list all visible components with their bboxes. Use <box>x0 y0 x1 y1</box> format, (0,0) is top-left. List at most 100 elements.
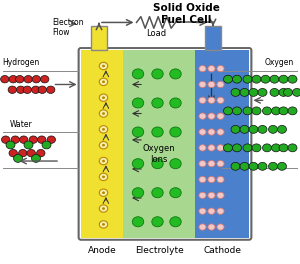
Circle shape <box>102 191 105 194</box>
Circle shape <box>99 110 108 117</box>
Circle shape <box>258 88 267 96</box>
Circle shape <box>261 75 270 83</box>
Circle shape <box>208 145 215 151</box>
Circle shape <box>152 98 163 108</box>
Circle shape <box>99 126 108 133</box>
Bar <box>91 26 107 50</box>
Circle shape <box>102 176 105 178</box>
Circle shape <box>268 125 278 133</box>
Circle shape <box>278 162 286 170</box>
Circle shape <box>32 86 40 93</box>
Circle shape <box>262 144 272 152</box>
Circle shape <box>132 217 144 227</box>
Circle shape <box>102 128 105 131</box>
Circle shape <box>152 188 163 198</box>
Circle shape <box>232 107 242 115</box>
Circle shape <box>199 161 206 167</box>
Circle shape <box>232 75 242 83</box>
Circle shape <box>132 69 144 79</box>
Circle shape <box>199 192 206 199</box>
Circle shape <box>252 144 261 152</box>
Circle shape <box>217 145 224 151</box>
Circle shape <box>224 144 232 152</box>
Circle shape <box>231 162 240 170</box>
Circle shape <box>32 76 41 83</box>
Circle shape <box>170 217 181 227</box>
Circle shape <box>152 69 163 79</box>
Circle shape <box>99 205 108 212</box>
Circle shape <box>102 207 105 210</box>
Circle shape <box>99 221 108 228</box>
Circle shape <box>231 125 240 133</box>
Circle shape <box>284 88 292 96</box>
Circle shape <box>20 136 28 143</box>
Circle shape <box>132 159 144 169</box>
Text: Electrolyte: Electrolyte <box>135 246 183 254</box>
Circle shape <box>99 173 108 181</box>
Circle shape <box>99 78 108 86</box>
Circle shape <box>11 136 20 143</box>
Circle shape <box>102 96 105 99</box>
Text: Electron
Flow: Electron Flow <box>52 18 84 37</box>
Circle shape <box>40 76 49 83</box>
Circle shape <box>249 88 258 96</box>
Circle shape <box>217 129 224 135</box>
Circle shape <box>199 224 206 230</box>
Circle shape <box>217 161 224 167</box>
Circle shape <box>217 113 224 119</box>
Text: Oxygen: Oxygen <box>264 58 294 67</box>
Circle shape <box>170 188 181 198</box>
Circle shape <box>208 129 215 135</box>
Circle shape <box>99 157 108 165</box>
Circle shape <box>279 88 288 96</box>
Text: Load: Load <box>146 29 166 38</box>
Circle shape <box>102 160 105 162</box>
Circle shape <box>231 88 240 96</box>
Circle shape <box>240 162 249 170</box>
Text: Cathode: Cathode <box>203 246 241 254</box>
Circle shape <box>9 76 17 83</box>
Circle shape <box>23 86 32 93</box>
Circle shape <box>270 88 279 96</box>
Circle shape <box>243 144 252 152</box>
Circle shape <box>152 217 163 227</box>
Circle shape <box>199 113 206 119</box>
Circle shape <box>199 81 206 88</box>
Circle shape <box>199 208 206 214</box>
Circle shape <box>102 65 105 67</box>
Circle shape <box>47 136 56 143</box>
Circle shape <box>217 192 224 199</box>
Circle shape <box>46 86 55 93</box>
Circle shape <box>132 127 144 137</box>
Circle shape <box>170 159 181 169</box>
Circle shape <box>38 86 46 93</box>
Circle shape <box>208 224 215 230</box>
Circle shape <box>258 125 267 133</box>
Circle shape <box>249 125 258 133</box>
Circle shape <box>217 208 224 214</box>
Circle shape <box>29 136 38 143</box>
Circle shape <box>208 113 215 119</box>
Bar <box>195 50 249 238</box>
Circle shape <box>240 125 249 133</box>
Circle shape <box>224 107 232 115</box>
Circle shape <box>38 136 46 143</box>
Circle shape <box>279 144 288 152</box>
Circle shape <box>217 176 224 183</box>
Circle shape <box>279 75 288 83</box>
Circle shape <box>217 81 224 88</box>
Circle shape <box>217 224 224 230</box>
Circle shape <box>270 75 279 83</box>
Circle shape <box>32 154 40 162</box>
Circle shape <box>2 136 10 143</box>
Circle shape <box>132 188 144 198</box>
Circle shape <box>199 145 206 151</box>
Bar <box>81 50 123 238</box>
Circle shape <box>288 75 297 83</box>
Circle shape <box>252 75 261 83</box>
Circle shape <box>170 98 181 108</box>
Circle shape <box>102 112 105 115</box>
Circle shape <box>199 129 206 135</box>
Circle shape <box>279 107 288 115</box>
Circle shape <box>288 144 297 152</box>
